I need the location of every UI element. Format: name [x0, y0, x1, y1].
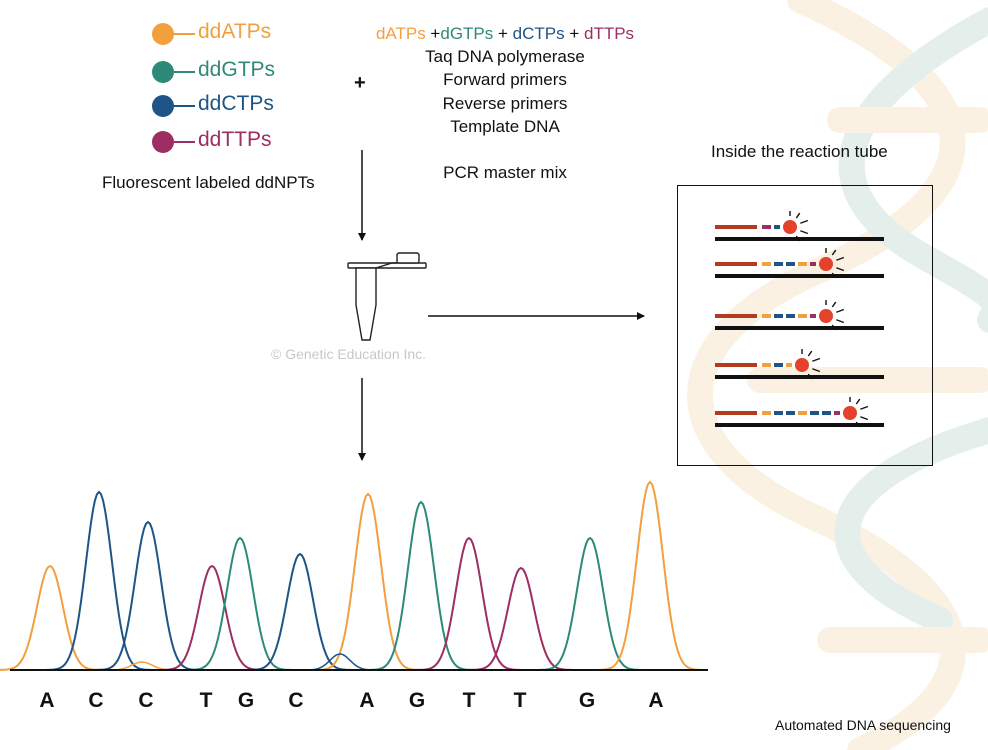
background-signal: [309, 653, 371, 671]
watermark: © Genetic Education Inc.: [271, 346, 427, 362]
base-call-a: A: [359, 689, 374, 712]
base-call-g: G: [238, 689, 254, 712]
ray: [800, 219, 809, 224]
plus-separator: +: [425, 24, 441, 43]
orange-dot-icon: [152, 23, 174, 45]
base-call-c: C: [288, 689, 303, 712]
plus-sign: +: [354, 72, 366, 94]
base-call-t: T: [200, 689, 213, 712]
base-call-c: C: [138, 689, 153, 712]
ray: [795, 212, 801, 219]
mix-component: Forward primers: [443, 70, 567, 89]
fluorescent-tag-icon: [795, 358, 809, 372]
ray: [836, 256, 845, 261]
reaction-tube-caption: Inside the reaction tube: [711, 142, 888, 161]
mix-component: Template DNA: [450, 117, 560, 136]
fluorescent-tag-icon: [819, 309, 833, 323]
peak-a: [0, 564, 103, 671]
fluorescence-rays-icon: [849, 397, 869, 428]
base-call-a: A: [648, 689, 663, 712]
fluorescent-tag-icon: [783, 220, 797, 234]
legend-label: ddTTPs: [198, 128, 272, 151]
base-call-t: T: [463, 689, 476, 712]
sequencing-fragment: [715, 397, 884, 428]
fluorescence-rays-icon: [801, 349, 821, 380]
fluorescent-tag-icon: [819, 257, 833, 271]
ray: [807, 373, 813, 380]
peak-g: [187, 536, 293, 671]
legend-connector: [173, 33, 195, 35]
legend-label: ddATPs: [198, 20, 272, 43]
base-call-c: C: [88, 689, 103, 712]
ray: [831, 324, 837, 331]
sequencing-fragment: [715, 300, 884, 331]
ray: [855, 398, 861, 405]
dntp-dctps: dCTPs: [512, 24, 565, 43]
dntp-datps: dATPs: [375, 24, 426, 43]
dntp-line: dATPs +dGTPs + dCTPs + dTTPs: [360, 24, 650, 44]
peak-t: [416, 536, 522, 671]
ray: [812, 368, 821, 373]
footer-caption: Automated DNA sequencing: [775, 717, 951, 733]
ray: [855, 421, 861, 428]
ray: [831, 301, 837, 308]
sequencing-fragment: [715, 248, 884, 279]
legend-connector: [173, 71, 195, 73]
peak-a: [316, 492, 420, 671]
ray: [807, 350, 813, 357]
legend-label: ddGTPs: [198, 58, 276, 81]
pcr-tube-icon: [347, 252, 427, 341]
ray: [812, 357, 821, 362]
peak-a: [598, 480, 702, 671]
teal-dot-icon: [152, 61, 174, 83]
ray: [836, 319, 845, 324]
mix-component: Taq DNA polymerase: [425, 47, 585, 66]
peak-c: [95, 520, 201, 671]
electropherogram: [0, 480, 702, 671]
peak-t: [159, 564, 265, 671]
base-call-g: G: [409, 689, 425, 712]
reaction-tube-box: [677, 185, 933, 466]
ray: [836, 267, 845, 272]
ray: [831, 249, 837, 256]
ray: [831, 272, 837, 279]
magenta-dot-icon: [152, 131, 174, 153]
mix-title: PCR master mix: [443, 163, 567, 182]
sequencing-fragment: [715, 349, 884, 380]
sequencing-fragment: [715, 211, 884, 242]
base-call-t: T: [514, 689, 527, 712]
peak-g: [369, 500, 473, 671]
fluorescent-tag-icon: [843, 406, 857, 420]
ray: [800, 230, 809, 235]
fluorescence-rays-icon: [825, 248, 845, 279]
plus-separator: +: [564, 24, 584, 43]
fragment-group: [715, 211, 884, 428]
plus-separator: +: [493, 24, 513, 43]
background-signal: [111, 661, 173, 671]
peak-t: [468, 566, 574, 671]
ddnpt-caption: Fluorescent labeled ddNPTs: [102, 173, 315, 192]
fluorescence-rays-icon: [789, 211, 809, 242]
legend-connector: [173, 105, 195, 107]
peak-g: [537, 536, 643, 671]
base-call-g: G: [579, 689, 595, 712]
fluorescence-rays-icon: [825, 300, 845, 331]
ray: [860, 405, 869, 410]
ray: [836, 308, 845, 313]
peak-c: [247, 552, 353, 671]
legend-connector: [173, 141, 195, 143]
ray: [795, 235, 801, 242]
mix-component: Reverse primers: [442, 94, 568, 113]
legend-label: ddCTPs: [198, 92, 274, 115]
ray: [860, 416, 869, 421]
blue-dot-icon: [152, 95, 174, 117]
base-call-a: A: [39, 689, 54, 712]
dntp-dgtps: dGTPs: [440, 24, 494, 43]
dntp-dttps: dTTPs: [583, 24, 635, 43]
